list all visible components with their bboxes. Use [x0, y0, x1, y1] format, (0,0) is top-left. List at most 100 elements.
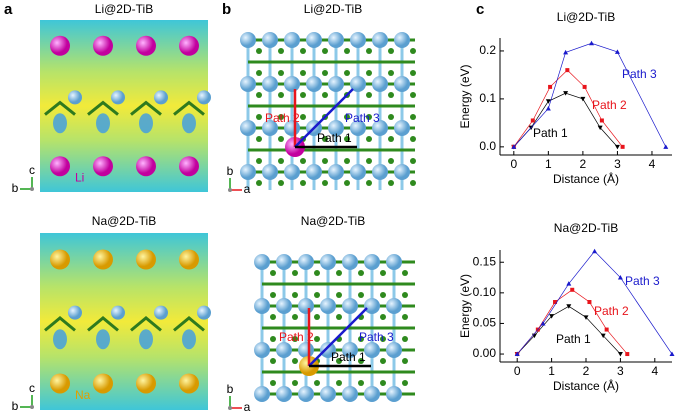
ion-atom [136, 373, 156, 394]
marker [566, 304, 572, 309]
marker [548, 84, 553, 89]
series-line [513, 42, 667, 148]
x-tick-label: 0 [514, 364, 521, 378]
ti-atom [394, 76, 410, 92]
b-atom [402, 380, 408, 386]
ti-atom [254, 254, 270, 270]
b-atom [388, 48, 394, 54]
b-atom [358, 358, 364, 364]
b-atom [344, 48, 350, 54]
ti-atom [386, 298, 402, 314]
b-atom [380, 270, 386, 276]
ti-atom [350, 32, 366, 48]
ion-atom [50, 35, 70, 56]
marker [545, 99, 551, 104]
b-atom [314, 270, 320, 276]
ti-atom [262, 76, 278, 92]
ti-atom [342, 386, 358, 402]
marker [617, 352, 623, 357]
ion-atom [93, 249, 113, 270]
ti-atom [394, 120, 410, 136]
b-atom [380, 380, 386, 386]
b-atom [256, 92, 262, 98]
b-atom [366, 158, 372, 164]
marker [663, 144, 669, 149]
ti-atom [284, 164, 300, 180]
series-label: Path 3 [625, 274, 660, 288]
image-title: Li@2D-TiB [95, 2, 153, 16]
b-atom [300, 180, 306, 186]
marker [563, 49, 569, 55]
b-atom [314, 336, 320, 342]
ti-atom [262, 120, 278, 136]
ion-atom [136, 249, 156, 270]
b-atom [278, 70, 284, 76]
b-atom [388, 114, 394, 120]
b-atom [292, 292, 298, 298]
x-axis-label: Distance (Å) [553, 378, 619, 393]
ti-atom [306, 32, 322, 48]
ti-atom [364, 342, 380, 358]
b-atom [270, 336, 276, 342]
blue-lobe [139, 113, 153, 134]
ti-atom [350, 164, 366, 180]
y-axis-label: Energy (eV) [458, 274, 472, 338]
b-atom [314, 380, 320, 386]
image-title: Na@2D-TiB [301, 214, 365, 228]
axis-name: b [12, 399, 19, 413]
b-atom [292, 336, 298, 342]
y-tick-label: 0.00 [473, 346, 497, 360]
ti-atom [240, 32, 256, 48]
y-tick-label: 0.10 [473, 285, 497, 299]
b-chain [44, 100, 76, 116]
b-atom [344, 70, 350, 76]
b-atom [388, 70, 394, 76]
ti-atom [298, 298, 314, 314]
b-atom [270, 358, 276, 364]
ti-atom [197, 305, 211, 320]
chart-title: Na@2D-TiB [554, 221, 618, 235]
series-label: Path 1 [556, 332, 591, 346]
b-chain [44, 316, 76, 332]
b-chain [130, 100, 162, 116]
b-atom [300, 48, 306, 54]
ti-atom [254, 386, 270, 402]
x-tick-label: 3 [614, 157, 621, 171]
b-atom [322, 92, 328, 98]
b-atom [388, 180, 394, 186]
b-atom [322, 180, 328, 186]
marker [530, 118, 535, 123]
b-atom [270, 270, 276, 276]
series-label: Path 2 [594, 304, 629, 318]
ti-atom [298, 342, 314, 358]
b-atom [366, 136, 372, 142]
x-tick-label: 4 [649, 157, 656, 171]
b-atom [270, 314, 276, 320]
image-title: Li@2D-TiB [304, 2, 362, 16]
ti-atom [328, 76, 344, 92]
ion-atom [136, 35, 156, 56]
b-atom [300, 114, 306, 120]
ti-atom [342, 298, 358, 314]
b-atom [278, 180, 284, 186]
x-tick-label: 0 [510, 157, 517, 171]
marker [587, 300, 592, 305]
ti-atom [262, 32, 278, 48]
axis-name: a [244, 182, 251, 196]
ti-atom [372, 164, 388, 180]
series-label: Path 2 [592, 98, 627, 112]
axis-origin [228, 406, 232, 410]
b-atom [344, 136, 350, 142]
b-chain [87, 100, 119, 116]
b-atom [402, 336, 408, 342]
panel-label: b [222, 1, 231, 18]
marker [604, 327, 609, 332]
axis-name: b [12, 181, 19, 195]
ion-atom [179, 156, 199, 177]
ion-atom [136, 156, 156, 177]
ti-atom [350, 120, 366, 136]
b-atom [336, 358, 342, 364]
b-atom [388, 136, 394, 142]
y-tick-label: 0.1 [479, 91, 496, 105]
axis-origin [228, 188, 232, 192]
